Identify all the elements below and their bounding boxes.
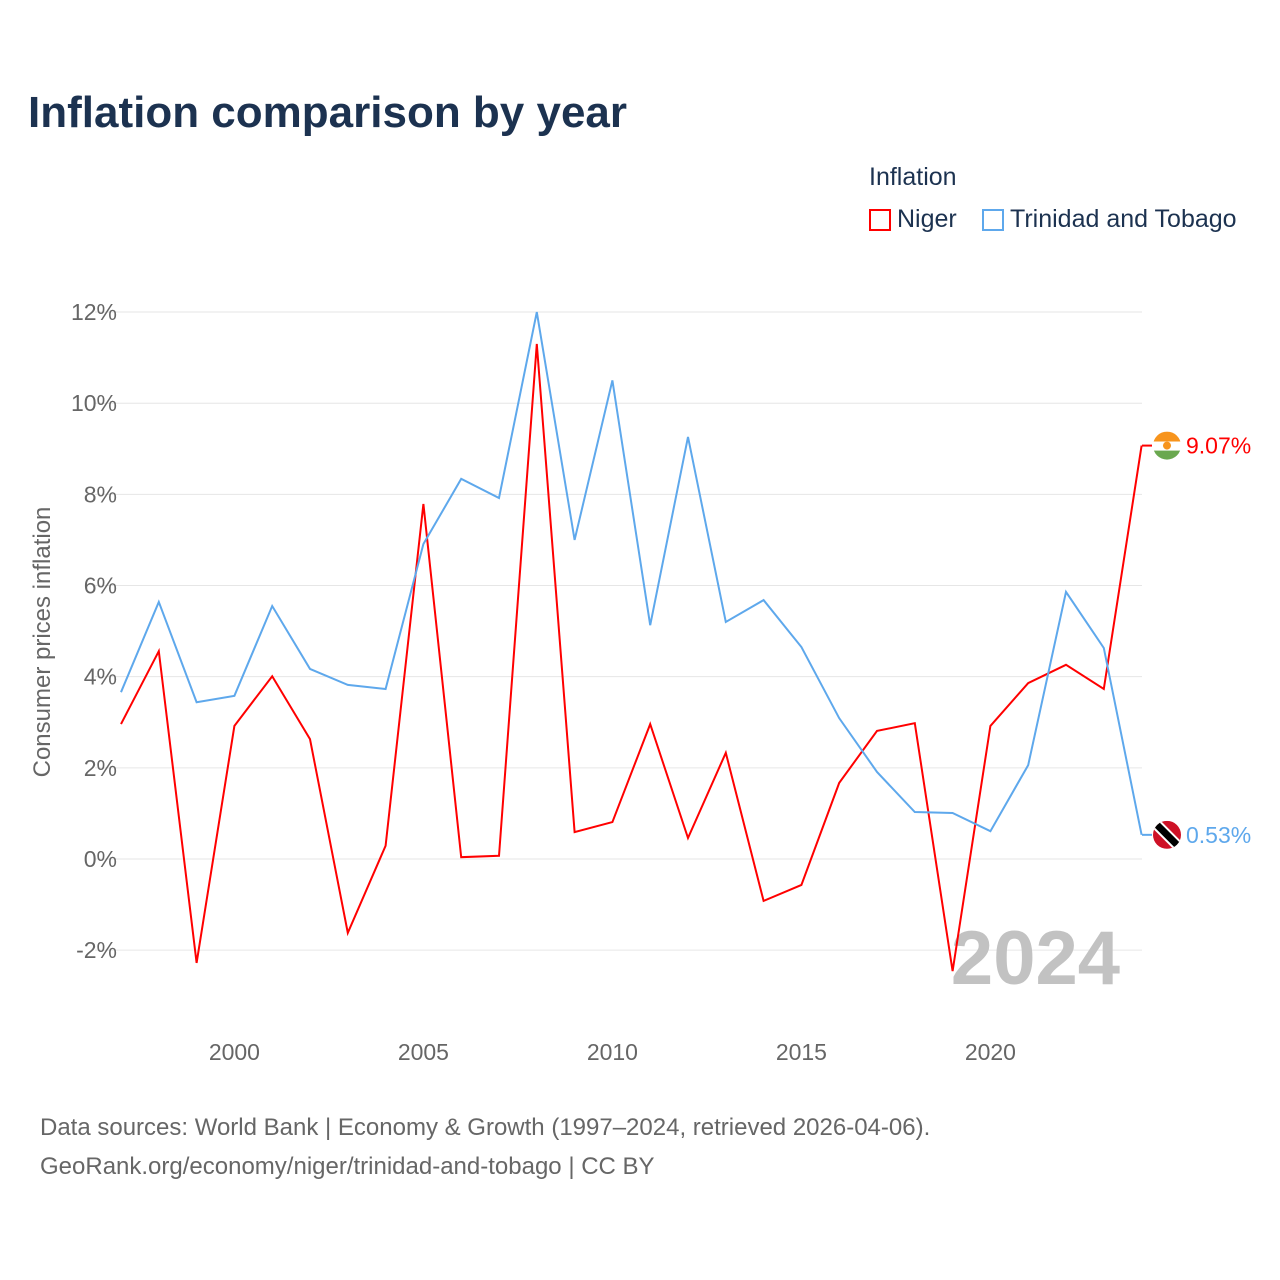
x-tick-label: 2015: [776, 1039, 827, 1065]
legend-swatch-niger: [869, 208, 891, 231]
source-line-2[interactable]: GeoRank.org/economy/niger/trinidad-and-t…: [40, 1153, 655, 1180]
legend-label: Trinidad and Tobago: [1010, 205, 1237, 233]
x-tick-label: 2000: [209, 1039, 260, 1065]
niger-flag-icon: [1153, 431, 1181, 460]
y-tick-label: 12%: [71, 299, 117, 325]
chart-title: Inflation comparison by year: [28, 88, 628, 137]
y-tick-label: -2%: [76, 937, 117, 963]
legend-item-niger[interactable]: Niger: [869, 205, 957, 234]
y-tick-label: 10%: [71, 390, 117, 416]
legend-title: Inflation: [869, 163, 957, 191]
x-tick-label: 2010: [587, 1039, 638, 1065]
y-tick-label: 0%: [84, 846, 117, 872]
year-watermark: 2024: [951, 916, 1120, 1001]
y-tick-label: 8%: [84, 481, 117, 507]
legend-label: Niger: [897, 205, 957, 233]
y-axis-label: Consumer prices inflation: [29, 507, 56, 778]
end-value-label: 9.07%: [1186, 433, 1251, 459]
source-line-1: Data sources: World Bank | Economy & Gro…: [40, 1114, 931, 1141]
x-tick-label: 2020: [965, 1039, 1016, 1065]
series-line-trinidad: [120, 311, 1143, 836]
series-line-niger: [120, 343, 1143, 972]
legend-swatch-trinidad: [982, 208, 1004, 231]
legend-item-trinidad[interactable]: Trinidad and Tobago: [982, 205, 1237, 234]
trinidad-flag-icon: [1153, 820, 1181, 849]
y-tick-label: 6%: [84, 573, 117, 599]
x-tick-label: 2005: [398, 1039, 449, 1065]
y-tick-label: 4%: [84, 664, 117, 690]
end-value-label: 0.53%: [1186, 822, 1251, 848]
y-tick-label: 2%: [84, 755, 117, 781]
source-note: Data sources: World Bank | Economy & Gro…: [40, 1108, 930, 1186]
